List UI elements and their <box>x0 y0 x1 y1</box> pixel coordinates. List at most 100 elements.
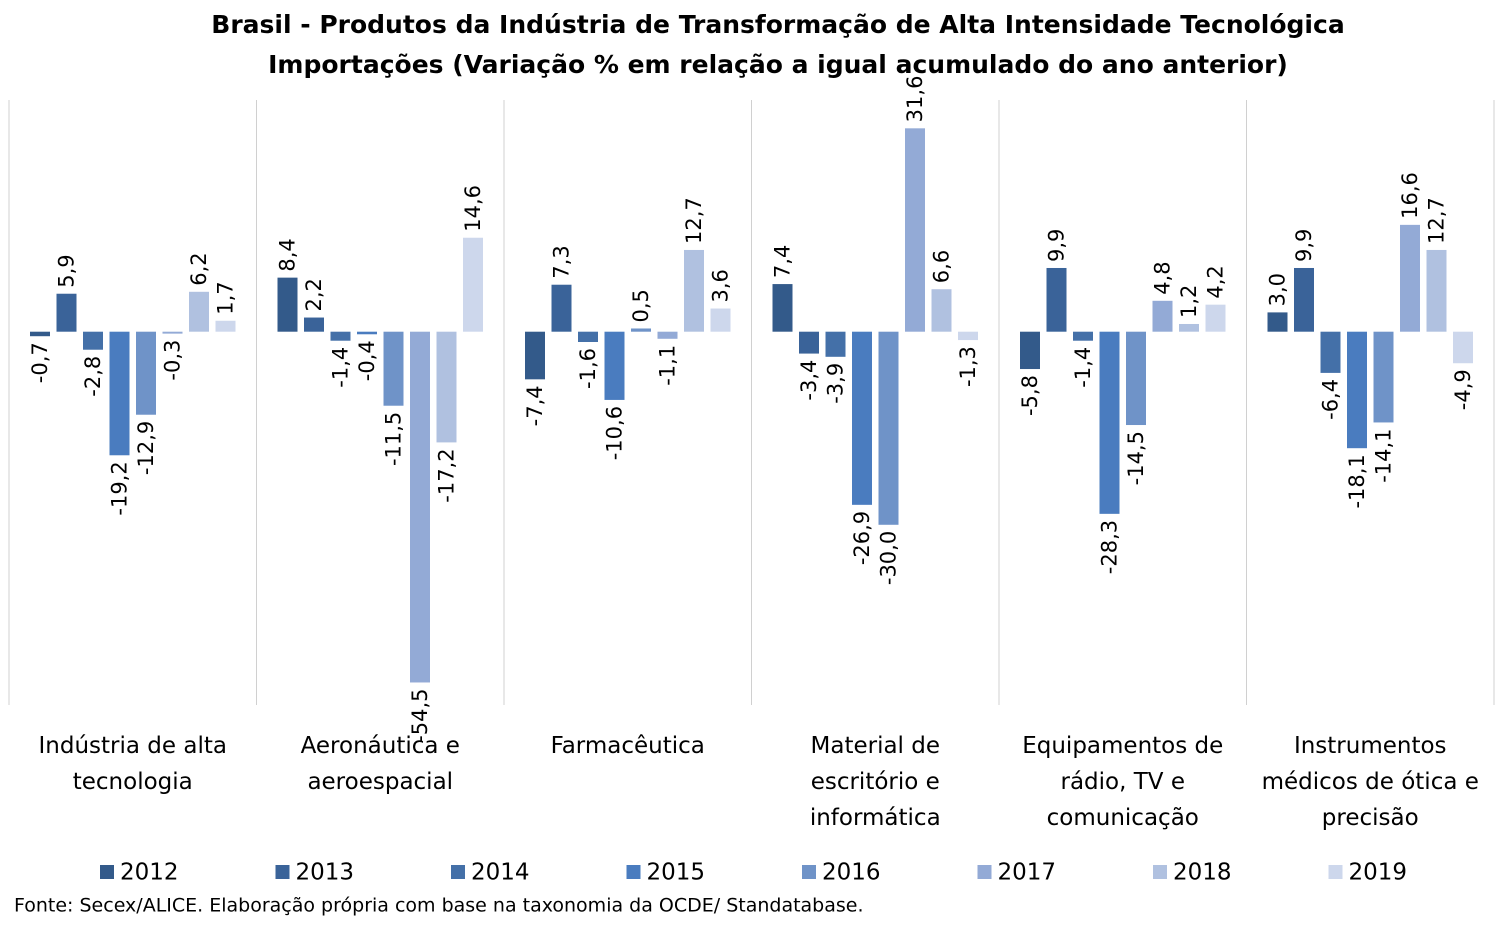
bar <box>604 331 625 400</box>
bar <box>878 331 899 525</box>
value-label: 5,9 <box>55 254 79 287</box>
value-label: 12,7 <box>1425 197 1449 244</box>
value-label: 3,6 <box>709 269 733 302</box>
bar <box>1020 331 1040 370</box>
value-label: 16,6 <box>1398 172 1422 219</box>
bar <box>277 277 298 332</box>
value-label: -6,4 <box>1319 379 1343 420</box>
x-tick-label: Indústria de alta tecnologia <box>38 733 227 795</box>
bar <box>631 328 651 332</box>
bar <box>410 331 430 683</box>
x-tick-label: Farmacêutica <box>550 733 705 759</box>
value-label: 12,7 <box>682 197 706 244</box>
value-label: -54,5 <box>408 688 432 742</box>
bar <box>799 331 819 354</box>
value-label: 14,6 <box>461 185 485 232</box>
value-label: 6,6 <box>930 250 954 283</box>
value-label: 3,0 <box>1266 273 1290 306</box>
bar <box>852 331 872 505</box>
legend-swatch <box>977 865 992 879</box>
value-label: -30,0 <box>877 531 901 585</box>
value-label: -28,3 <box>1098 520 1122 574</box>
legend-label: 2015 <box>647 860 706 886</box>
x-tick-label: Instrumentos médicos de ótica e precisão <box>1261 733 1479 831</box>
bar <box>657 331 678 339</box>
value-label: -2,8 <box>81 356 105 397</box>
bar <box>525 331 545 380</box>
value-label: -11,5 <box>382 412 406 466</box>
bar <box>1320 331 1341 373</box>
value-label: -19,2 <box>108 461 132 515</box>
value-label: -1,6 <box>576 348 600 389</box>
legend-swatch <box>802 865 816 879</box>
bar <box>958 331 978 341</box>
bar <box>215 320 236 332</box>
value-label: -0,3 <box>161 340 185 381</box>
value-label: -7,4 <box>523 385 547 426</box>
bar <box>1046 267 1067 332</box>
chart-subtitle: Importações (Variação % em relação a igu… <box>268 50 1288 79</box>
value-label: -1,4 <box>329 347 353 388</box>
legend-label: 2017 <box>998 860 1057 886</box>
legend-label: 2018 <box>1173 860 1232 886</box>
value-label: 1,7 <box>214 281 238 314</box>
value-label: -5,8 <box>1018 375 1042 416</box>
bar <box>56 293 77 332</box>
value-label: 9,9 <box>1045 229 1069 262</box>
x-tick-label: Equipamentos de rádio, TV e comunicação <box>1022 733 1224 831</box>
bar <box>1267 312 1288 332</box>
bar <box>463 237 483 332</box>
value-label: -3,9 <box>824 363 848 404</box>
value-label: 4,2 <box>1204 265 1228 298</box>
legend-label: 2012 <box>120 860 179 886</box>
bar <box>357 331 377 335</box>
value-label: 7,4 <box>771 245 795 278</box>
value-label: 1,2 <box>1177 285 1201 318</box>
value-label: -14,5 <box>1124 431 1148 485</box>
bar <box>189 291 209 332</box>
bar <box>1294 267 1314 332</box>
bar <box>1099 331 1120 514</box>
legend-label: 2019 <box>1349 860 1408 886</box>
bar <box>1073 331 1093 341</box>
value-label: 2,2 <box>302 278 326 311</box>
legend-swatch <box>1328 865 1343 879</box>
value-label: 4,8 <box>1151 261 1175 294</box>
legend-swatch <box>626 865 641 879</box>
value-label: -3,4 <box>797 360 821 401</box>
bar <box>684 249 704 332</box>
bar <box>905 128 925 332</box>
value-label: -1,3 <box>956 346 980 387</box>
value-label: -14,1 <box>1372 428 1396 482</box>
bar <box>1126 331 1146 426</box>
value-label: -0,7 <box>28 342 52 383</box>
x-tick-label: Aeronáutica e aeroespacial <box>300 733 460 795</box>
bar <box>1152 300 1173 332</box>
bar <box>30 331 50 337</box>
bar <box>304 317 324 332</box>
legend-label: 2016 <box>822 860 881 886</box>
legend-swatch <box>100 865 114 879</box>
bar <box>578 331 598 342</box>
value-label: 0,5 <box>629 289 653 322</box>
bar <box>1205 304 1226 332</box>
value-label: 31,6 <box>903 76 927 123</box>
value-label: -26,9 <box>850 511 874 565</box>
bar <box>825 331 846 357</box>
bar <box>1179 323 1199 332</box>
value-label: -1,4 <box>1071 347 1095 388</box>
bar <box>109 331 130 456</box>
x-tick-label: Material de escritório e informática <box>809 733 941 831</box>
bar <box>1373 331 1394 423</box>
value-label: 9,9 <box>1292 229 1316 262</box>
value-label: -0,4 <box>355 340 379 381</box>
bar <box>162 331 183 334</box>
bar <box>1347 331 1367 449</box>
legend-swatch <box>275 865 290 879</box>
legend-label: 2013 <box>296 860 355 886</box>
value-label: -10,6 <box>603 406 627 460</box>
legend-label: 2014 <box>471 860 530 886</box>
bar <box>551 284 572 332</box>
